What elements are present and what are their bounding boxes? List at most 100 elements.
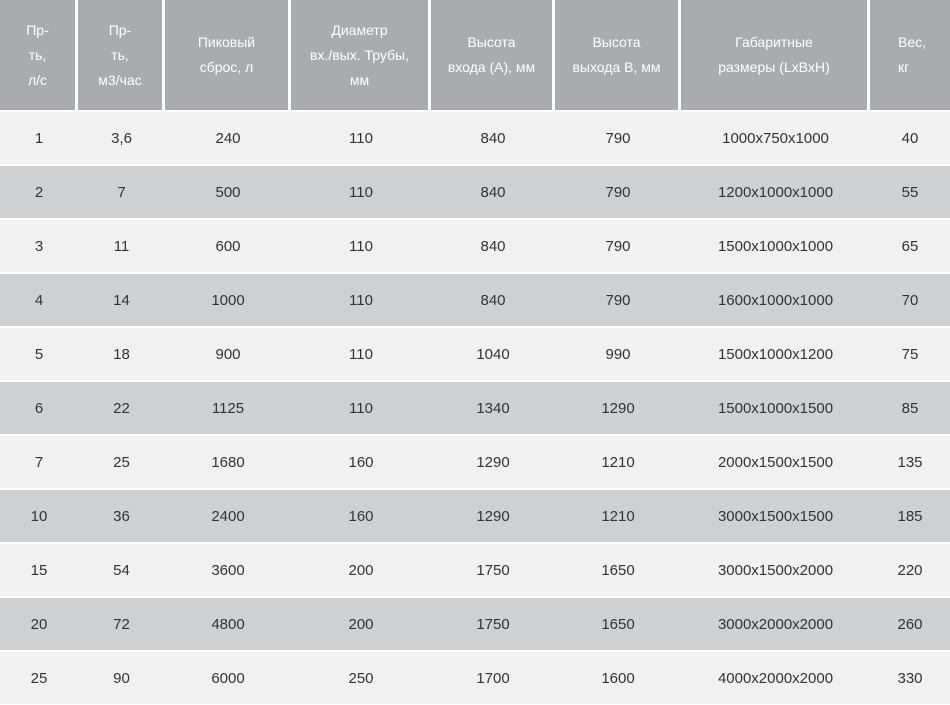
table-cell: 3,6 [78,110,165,164]
column-header-weight: Вес, кг [870,0,950,110]
table-cell: 14 [78,272,165,326]
table-cell: 5 [0,326,78,380]
table-cell: 110 [291,380,431,434]
table-cell: 85 [870,380,950,434]
table-cell: 25 [78,434,165,488]
table-cell: 22 [78,380,165,434]
table-cell: 15 [0,542,78,596]
table-header: Пр- ть, л/с Пр- ть, м3/час Пиковый сброс… [0,0,950,110]
table-cell: 3 [0,218,78,272]
table-cell: 790 [555,272,681,326]
table-cell: 260 [870,596,950,650]
table-cell: 160 [291,434,431,488]
column-header-productivity-ls: Пр- ть, л/с [0,0,78,110]
table-cell: 250 [291,650,431,704]
table-cell: 790 [555,110,681,164]
table-cell: 330 [870,650,950,704]
table-cell: 4800 [165,596,291,650]
column-header-peak-discharge: Пиковый сброс, л [165,0,291,110]
table-cell: 1700 [431,650,555,704]
table-cell: 1650 [555,542,681,596]
table-body: 1 3,6 240 110 840 790 1000x750x1000 40 2 7 500 110 8… [0,110,950,704]
table-cell: 1750 [431,596,555,650]
table-cell: 3000x1500x1500 [681,488,870,542]
table-cell: 36 [78,488,165,542]
table-cell: 90 [78,650,165,704]
table-cell: 3000x2000x2000 [681,596,870,650]
table-cell: 2 [0,164,78,218]
table-cell: 1210 [555,434,681,488]
table-cell: 110 [291,326,431,380]
table-cell: 3600 [165,542,291,596]
table-cell: 840 [431,110,555,164]
table-cell: 1040 [431,326,555,380]
table-cell: 2400 [165,488,291,542]
table-cell: 900 [165,326,291,380]
table-cell: 110 [291,110,431,164]
table-cell: 72 [78,596,165,650]
header-row: Пр- ть, л/с Пр- ть, м3/час Пиковый сброс… [0,0,950,110]
table-cell: 790 [555,164,681,218]
table-cell: 110 [291,164,431,218]
table-cell: 18 [78,326,165,380]
table-cell: 6 [0,380,78,434]
table-cell: 240 [165,110,291,164]
table-cell: 160 [291,488,431,542]
table-cell: 1650 [555,596,681,650]
table-cell: 200 [291,542,431,596]
table-row: 6 22 1125 110 1340 1290 1500x1000x1500 85 [0,380,950,434]
table-row: 20 72 4800 200 1750 1650 3000x2000x2000 260 [0,596,950,650]
table-row: 3 11 600 110 840 790 1500x1000x1000 65 [0,218,950,272]
table-cell: 1000 [165,272,291,326]
table-cell: 1750 [431,542,555,596]
table-cell: 54 [78,542,165,596]
table-cell: 55 [870,164,950,218]
table-cell: 3000x1500x2000 [681,542,870,596]
table-cell: 840 [431,218,555,272]
table-cell: 185 [870,488,950,542]
table-cell: 600 [165,218,291,272]
table-cell: 4000x2000x2000 [681,650,870,704]
column-header-productivity-m3h: Пр- ть, м3/час [78,0,165,110]
table-cell: 200 [291,596,431,650]
table-cell: 25 [0,650,78,704]
column-header-pipe-diameter: Диаметр вх./вых. Трубы, мм [291,0,431,110]
table-cell: 1200x1000x1000 [681,164,870,218]
table-cell: 500 [165,164,291,218]
table-cell: 11 [78,218,165,272]
table-row: 2 7 500 110 840 790 1200x1000x1000 55 [0,164,950,218]
table-cell: 1000x750x1000 [681,110,870,164]
table-cell: 110 [291,272,431,326]
table-cell: 990 [555,326,681,380]
column-header-inlet-height: Высота входа (А), мм [431,0,555,110]
table-cell: 135 [870,434,950,488]
table-cell: 7 [0,434,78,488]
table-cell: 1500x1000x1500 [681,380,870,434]
table-row: 5 18 900 110 1040 990 1500x1000x1200 75 [0,326,950,380]
table-cell: 1290 [431,434,555,488]
table-row: 15 54 3600 200 1750 1650 3000x1500x2000 220 [0,542,950,596]
table-row: 7 25 1680 160 1290 1210 2000x1500x1500 135 [0,434,950,488]
table-cell: 1125 [165,380,291,434]
table-cell: 1 [0,110,78,164]
table-cell: 1290 [431,488,555,542]
table-cell: 2000x1500x1500 [681,434,870,488]
table-cell: 75 [870,326,950,380]
table-cell: 840 [431,164,555,218]
table-cell: 1290 [555,380,681,434]
table-cell: 10 [0,488,78,542]
table-cell: 70 [870,272,950,326]
table-cell: 40 [870,110,950,164]
column-header-outlet-height: Высота выхода В, мм [555,0,681,110]
table-cell: 1600x1000x1000 [681,272,870,326]
table-cell: 1500x1000x1000 [681,218,870,272]
table-row: 4 14 1000 110 840 790 1600x1000x1000 70 [0,272,950,326]
table-cell: 220 [870,542,950,596]
table-cell: 110 [291,218,431,272]
table-cell: 20 [0,596,78,650]
column-header-dimensions: Габаритные размеры (LxBxH) [681,0,870,110]
table-cell: 4 [0,272,78,326]
table-cell: 790 [555,218,681,272]
